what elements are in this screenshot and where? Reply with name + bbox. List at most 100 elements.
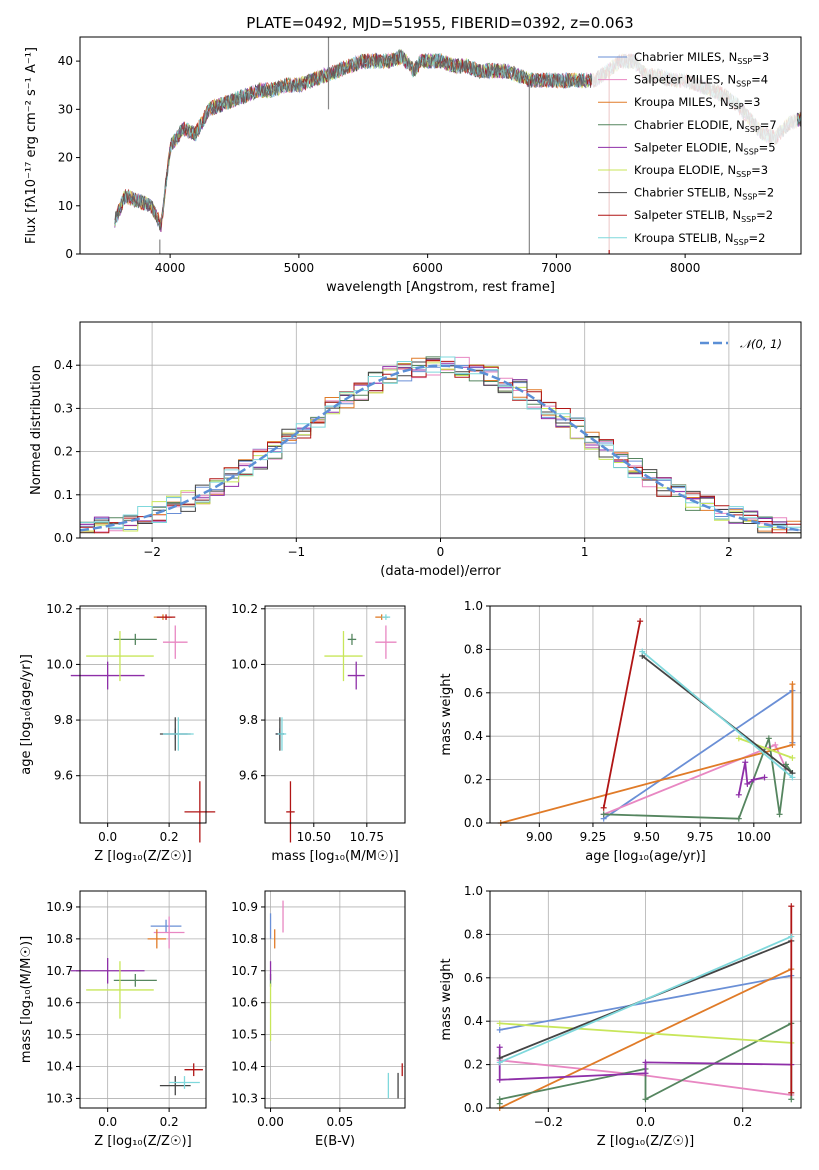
legend-label: Salpeter STELIB, NSSP=2 <box>634 208 773 224</box>
x-axis-label: (data-model)/error <box>380 564 501 579</box>
y-tick-label: 0.0 <box>464 1101 483 1115</box>
mass_vs_ebv-points <box>269 900 403 1099</box>
y-tick-label: 10.5 <box>231 1028 258 1042</box>
y-tick-label: 0.2 <box>54 445 73 459</box>
weight_vs_age-axes: 9.00 9.25 9.50 9.75 10.00 0.0 0.2 0.4 0.6 0.8 1.0 a… <box>439 599 801 864</box>
legend-label: Kroupa STELIB, NSSP=2 <box>634 231 765 247</box>
x-tick-label: 9.50 <box>633 830 660 844</box>
x-tick-label: 9.00 <box>526 830 553 844</box>
y-axis-label: mass weight <box>439 958 454 1040</box>
x-axis-label: mass [log₁₀(M/M☉)] <box>271 849 398 864</box>
figure-title: PLATE=0492, MJD=51955, FIBERID=0392, z=0… <box>246 14 633 32</box>
x-tick-label: 9.25 <box>580 830 607 844</box>
x-tick-label: −0.2 <box>534 1115 563 1129</box>
y-tick-label: 0.4 <box>464 1014 483 1028</box>
age_vs_Z-axes: 0.0 0.2 9.6 9.8 10.0 10.2 Z [log₁₀(Z/Z☉)] age [… <box>19 602 206 864</box>
y-tick-label: 1.0 <box>464 599 483 613</box>
y-axis-label: Normed distribution <box>29 365 44 495</box>
x-tick-label: 10.00 <box>737 830 771 844</box>
residuals-legend: 𝒩(0, 1) <box>700 337 782 351</box>
y-tick-label: 10.9 <box>46 900 73 914</box>
x-tick-label: −2 <box>143 545 161 559</box>
y-tick-label: 9.6 <box>239 769 258 783</box>
x-tick-label: 0.05 <box>326 1115 353 1129</box>
y-tick-label: 0.6 <box>464 686 483 700</box>
weight-series <box>602 621 641 808</box>
x-axis-label: Z [log₁₀(Z/Z☉)] <box>94 1134 191 1149</box>
residuals-frame <box>79 321 802 539</box>
y-tick-label: 10 <box>58 199 73 213</box>
weight_vs_age-lines <box>497 618 796 826</box>
weight-series <box>737 762 765 795</box>
y-tick-label: 0.8 <box>464 927 483 941</box>
y-tick-label: 9.8 <box>239 713 258 727</box>
y-tick-label: 0.2 <box>464 773 483 787</box>
y-tick-label: 0.1 <box>54 488 73 502</box>
y-tick-label: 10.4 <box>46 1060 73 1074</box>
x-tick-label: 0.0 <box>98 1115 117 1129</box>
y-axis-label: age [log₁₀(age/yr)] <box>19 654 34 775</box>
age_vs_Z-frame <box>79 605 207 824</box>
y-tick-label: 10.9 <box>231 900 258 914</box>
legend-label: Chabrier ELODIE, NSSP=7 <box>634 118 777 134</box>
x-tick-label: 0.0 <box>636 1115 655 1129</box>
age_vs_Z-points <box>70 614 216 843</box>
y-tick-label: 0.3 <box>54 401 73 415</box>
mass_vs_ebv-axes: 0.00 0.05 10.3 10.4 10.5 10.6 10.7 10.8 10.9 E(B-… <box>231 891 405 1149</box>
legend-label: Salpeter ELODIE, NSSP=5 <box>634 140 776 156</box>
x-tick-label: 0.2 <box>160 1115 179 1129</box>
y-tick-label: 10.2 <box>231 602 258 616</box>
y-tick-label: 10.0 <box>46 657 73 671</box>
x-tick-label: 2 <box>725 545 733 559</box>
y-tick-label: 10.3 <box>231 1091 258 1105</box>
weight-series <box>499 968 792 1109</box>
y-tick-label: 10.2 <box>46 602 73 616</box>
x-axis-label: E(B-V) <box>315 1134 355 1149</box>
x-tick-label: 4000 <box>155 261 186 275</box>
mass_vs_Z-axes: 0.0 0.2 10.3 10.4 10.5 10.6 10.7 10.8 10.9 Z [log… <box>19 891 206 1149</box>
legend-label: 𝒩(0, 1) <box>740 337 782 351</box>
weight-series <box>738 737 793 759</box>
weight_vs_Z-frame <box>489 890 802 1109</box>
x-tick-label: −1 <box>287 545 305 559</box>
age_vs_mass-axes: 10.50 10.75 9.6 9.8 10.0 10.2 mass [log₁₀(M/M☉… <box>231 602 405 864</box>
x-tick-label: 0.00 <box>257 1115 284 1129</box>
weight-series <box>499 935 792 1064</box>
y-tick-label: 0.6 <box>464 971 483 985</box>
y-tick-label: 0.4 <box>54 358 73 372</box>
age_vs_mass-frame <box>264 605 406 824</box>
y-tick-label: 10.7 <box>46 964 73 978</box>
weight-series <box>499 974 792 1031</box>
x-tick-label: 6000 <box>412 261 443 275</box>
histogram-series <box>80 356 801 528</box>
spectrum-legend: Chabrier MILES, NSSP=3 Salpeter MILES, NS… <box>592 45 797 250</box>
y-tick-label: 10.6 <box>46 996 73 1010</box>
legend-label: Chabrier STELIB, NSSP=2 <box>634 186 774 202</box>
x-tick-label: 0 <box>437 545 445 559</box>
x-axis-label: Z [log₁₀(Z/Z☉)] <box>94 849 191 864</box>
y-tick-label: 9.8 <box>54 713 73 727</box>
weight_vs_Z-lines <box>496 903 795 1111</box>
y-tick-label: 0.0 <box>54 531 73 545</box>
x-tick-label: 7000 <box>541 261 572 275</box>
weight-series <box>603 738 794 820</box>
x-axis-label: age [log₁₀(age/yr)] <box>585 849 706 864</box>
histograms <box>79 356 802 534</box>
x-tick-label: 0.0 <box>98 830 117 844</box>
x-tick-label: 0.2 <box>733 1115 752 1129</box>
y-tick-label: 0.0 <box>464 816 483 830</box>
legend-label: Salpeter MILES, NSSP=4 <box>634 73 768 89</box>
y-tick-label: 40 <box>58 54 73 68</box>
y-axis-label: mass [log₁₀(M/M☉)] <box>19 936 34 1063</box>
legend-label: Kroupa ELODIE, NSSP=3 <box>634 163 768 179</box>
y-axis-label: mass weight <box>439 673 454 755</box>
y-tick-label: 0.2 <box>464 1058 483 1072</box>
legend-label: Chabrier MILES, NSSP=3 <box>634 50 769 66</box>
y-tick-label: 10.4 <box>231 1060 258 1074</box>
x-tick-label: 8000 <box>670 261 701 275</box>
spectrum-frame <box>79 36 802 255</box>
x-tick-label: 10.50 <box>297 830 331 844</box>
mass_vs_Z-frame <box>79 890 207 1109</box>
y-tick-label: 10.6 <box>231 996 258 1010</box>
x-tick-label: 10.75 <box>350 830 384 844</box>
